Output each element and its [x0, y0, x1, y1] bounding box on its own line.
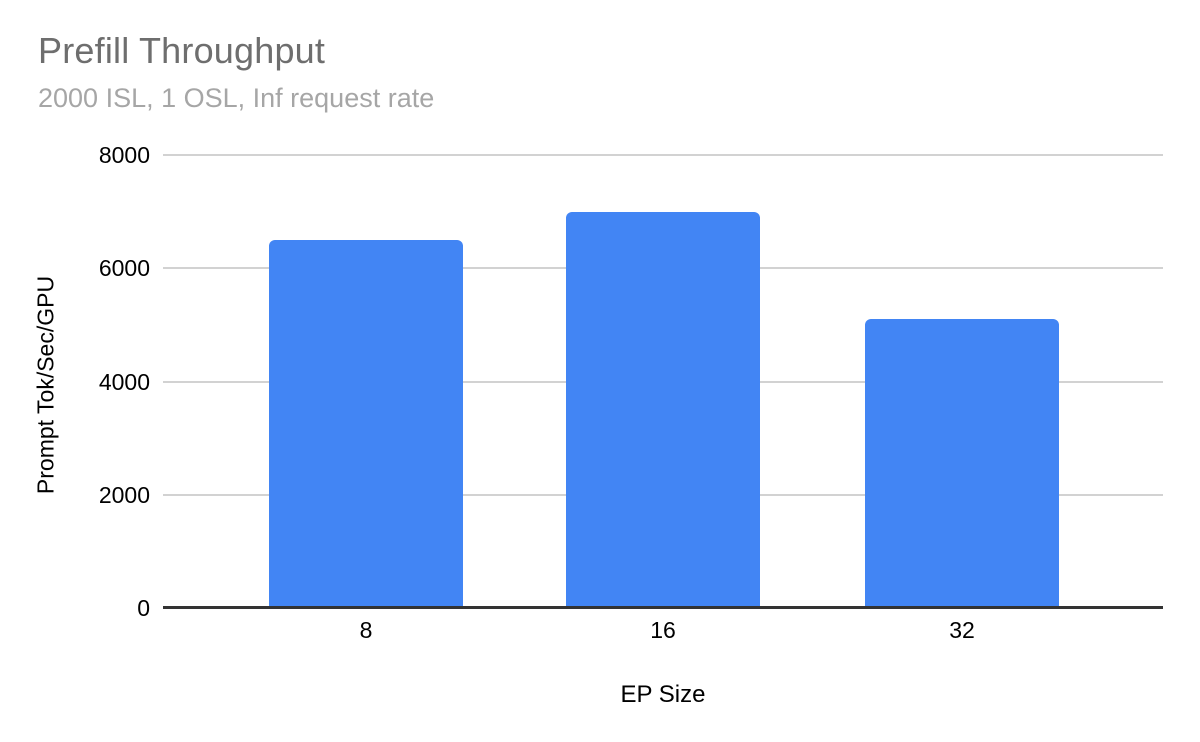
y-tick-label: 4000 — [98, 368, 150, 395]
bar-32 — [865, 319, 1059, 608]
x-tick-label: 8 — [359, 617, 373, 643]
y-tick-label: 6000 — [98, 255, 150, 282]
x-axis-title: EP Size — [620, 681, 706, 708]
gridline — [163, 154, 1163, 156]
y-tick-label: 2000 — [98, 481, 150, 508]
x-tick-label: 16 — [650, 617, 676, 643]
chart-title: Prefill Throughput — [38, 30, 326, 71]
x-axis-line — [163, 606, 1163, 609]
bar-8 — [269, 239, 463, 608]
x-tick-label: 32 — [949, 617, 975, 643]
chart-subtitle: 2000 ISL, 1 OSL, Inf request rate — [38, 83, 435, 113]
y-tick-label: 0 — [137, 595, 150, 621]
bar-16 — [566, 211, 760, 608]
y-tick-label: 8000 — [98, 142, 150, 168]
